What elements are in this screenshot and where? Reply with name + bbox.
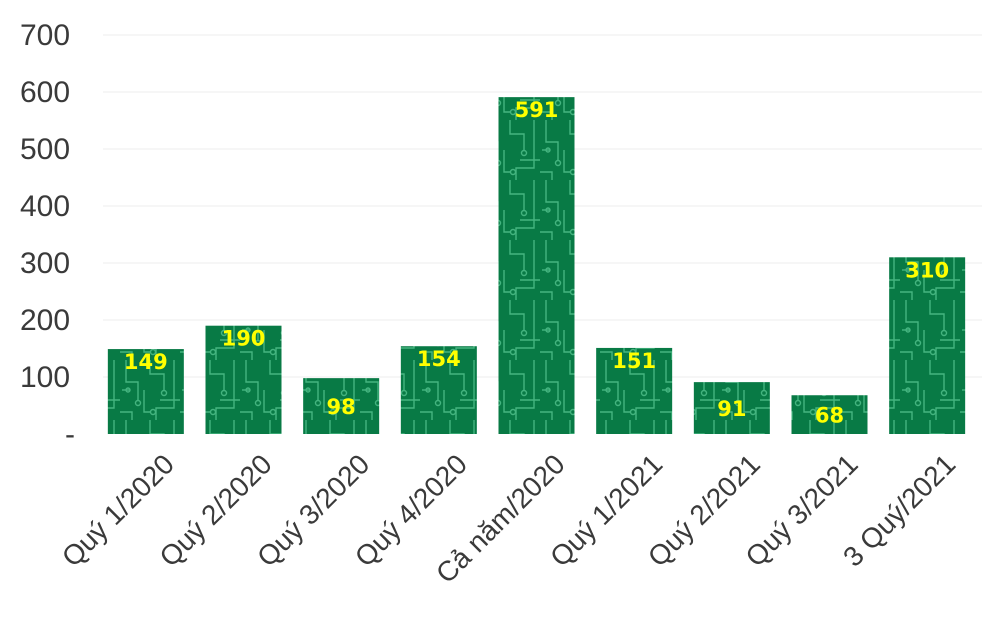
data-label: 591 <box>515 98 559 122</box>
bar <box>303 378 380 434</box>
y-tick-label: 200 <box>20 304 70 337</box>
bar <box>693 382 770 434</box>
data-label: 68 <box>815 404 844 428</box>
data-label: 190 <box>222 327 266 351</box>
y-tick-label: 300 <box>20 247 70 280</box>
y-axis-ticks: - 100 200 300 400 500 600 700 <box>20 19 75 451</box>
data-label: 154 <box>417 347 461 371</box>
y-tick-label: 400 <box>20 190 70 223</box>
bars: 149 190 98 154 591 151 91 68 310 <box>107 97 966 434</box>
y-tick-label: 500 <box>20 133 70 166</box>
bar <box>498 97 575 434</box>
data-label: 149 <box>124 350 168 374</box>
data-label: 151 <box>612 349 656 373</box>
data-label: 310 <box>905 258 949 282</box>
bar <box>107 349 184 434</box>
y-tick-label: 700 <box>20 19 70 52</box>
y-tick-label: 600 <box>20 76 70 109</box>
bar <box>205 325 282 434</box>
bar <box>596 347 673 434</box>
bar <box>400 346 477 434</box>
bar <box>791 395 868 434</box>
data-label: 98 <box>327 395 356 419</box>
data-label: 91 <box>717 397 746 421</box>
bar <box>889 257 966 434</box>
y-tick-label: - <box>65 418 75 451</box>
y-tick-label: 100 <box>20 361 70 394</box>
